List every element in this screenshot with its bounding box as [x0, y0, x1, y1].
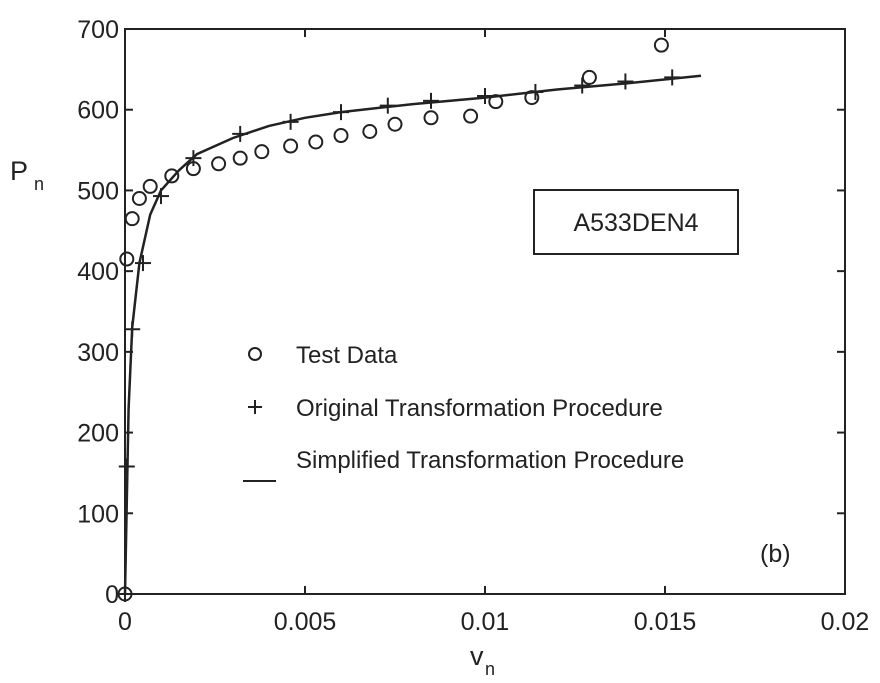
x-tick-label: 0.01 — [461, 608, 510, 636]
y-tick-label: 200 — [77, 420, 119, 448]
test-data-point — [124, 211, 140, 227]
test-data-point — [581, 69, 597, 85]
y-tick-label: 500 — [77, 177, 119, 205]
test-data-point — [463, 108, 479, 124]
series-layer — [117, 37, 702, 602]
test-data-point — [119, 251, 135, 267]
test-data-point — [423, 110, 439, 126]
test-data-point — [283, 138, 299, 154]
test-data-point — [131, 191, 147, 206]
original-procedure-point — [574, 77, 591, 94]
x-axis-label-main: v — [470, 641, 484, 671]
annotation-box-text: A533DEN4 — [573, 209, 698, 237]
x-axis-label: v n — [470, 641, 495, 679]
legend-label-simplified: Simplified Transformation Procedure — [296, 447, 684, 474]
y-axis-label-subscript: n — [34, 174, 44, 194]
x-axis-label-subscript: n — [485, 659, 495, 679]
original-procedure-point — [135, 255, 151, 272]
test-data-point — [232, 150, 248, 166]
y-tick-label: 100 — [77, 500, 119, 528]
panel-label: (b) — [760, 540, 791, 568]
y-tick-label: 400 — [77, 258, 119, 286]
axis-tick-labels: 0 0.005 0.01 0.015 0.02 0 100 200 300 400 500 600 70… — [77, 16, 869, 636]
y-axis-label: P n — [10, 156, 44, 194]
test-data-point — [653, 37, 669, 53]
axis-ticks — [124, 28, 846, 595]
series-2 — [123, 74, 702, 595]
test-data-point — [164, 168, 180, 184]
series-0 — [117, 37, 669, 602]
original-procedure-point — [617, 73, 634, 90]
test-data-point — [308, 134, 324, 150]
plot-frame — [124, 28, 846, 595]
test-data-point — [362, 124, 378, 140]
legend-label-original: Original Transformation Procedure — [296, 395, 663, 422]
test-data-point — [211, 156, 227, 172]
series-1 — [117, 69, 681, 602]
x-tick-label: 0 — [118, 608, 132, 636]
test-data-point — [254, 144, 270, 160]
annotation-box-frame — [533, 189, 739, 255]
test-data-point — [142, 178, 158, 194]
y-tick-label: 600 — [77, 97, 119, 125]
annotation-box: A533DEN4 — [533, 189, 739, 255]
x-tick-label: 0.005 — [274, 608, 337, 636]
x-tick-label: 0.015 — [634, 608, 697, 636]
legend-marker-test-data — [248, 347, 262, 361]
test-data-point — [333, 128, 349, 144]
test-data-point — [387, 116, 403, 132]
legend-marker-original — [248, 400, 262, 414]
x-tick-label: 0.02 — [821, 608, 870, 636]
y-tick-label: 0 — [105, 581, 119, 609]
simplified-curve — [123, 74, 702, 595]
y-tick-label: 700 — [77, 16, 119, 44]
legend: Test Data Original Transformation Proced… — [243, 342, 684, 482]
y-axis-label-main: P — [10, 156, 28, 186]
y-tick-label: 300 — [77, 339, 119, 367]
legend-label-test-data: Test Data — [296, 342, 398, 369]
